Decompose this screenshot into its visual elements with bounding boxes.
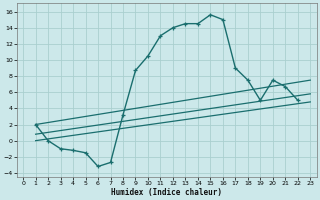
X-axis label: Humidex (Indice chaleur): Humidex (Indice chaleur)	[111, 188, 222, 197]
